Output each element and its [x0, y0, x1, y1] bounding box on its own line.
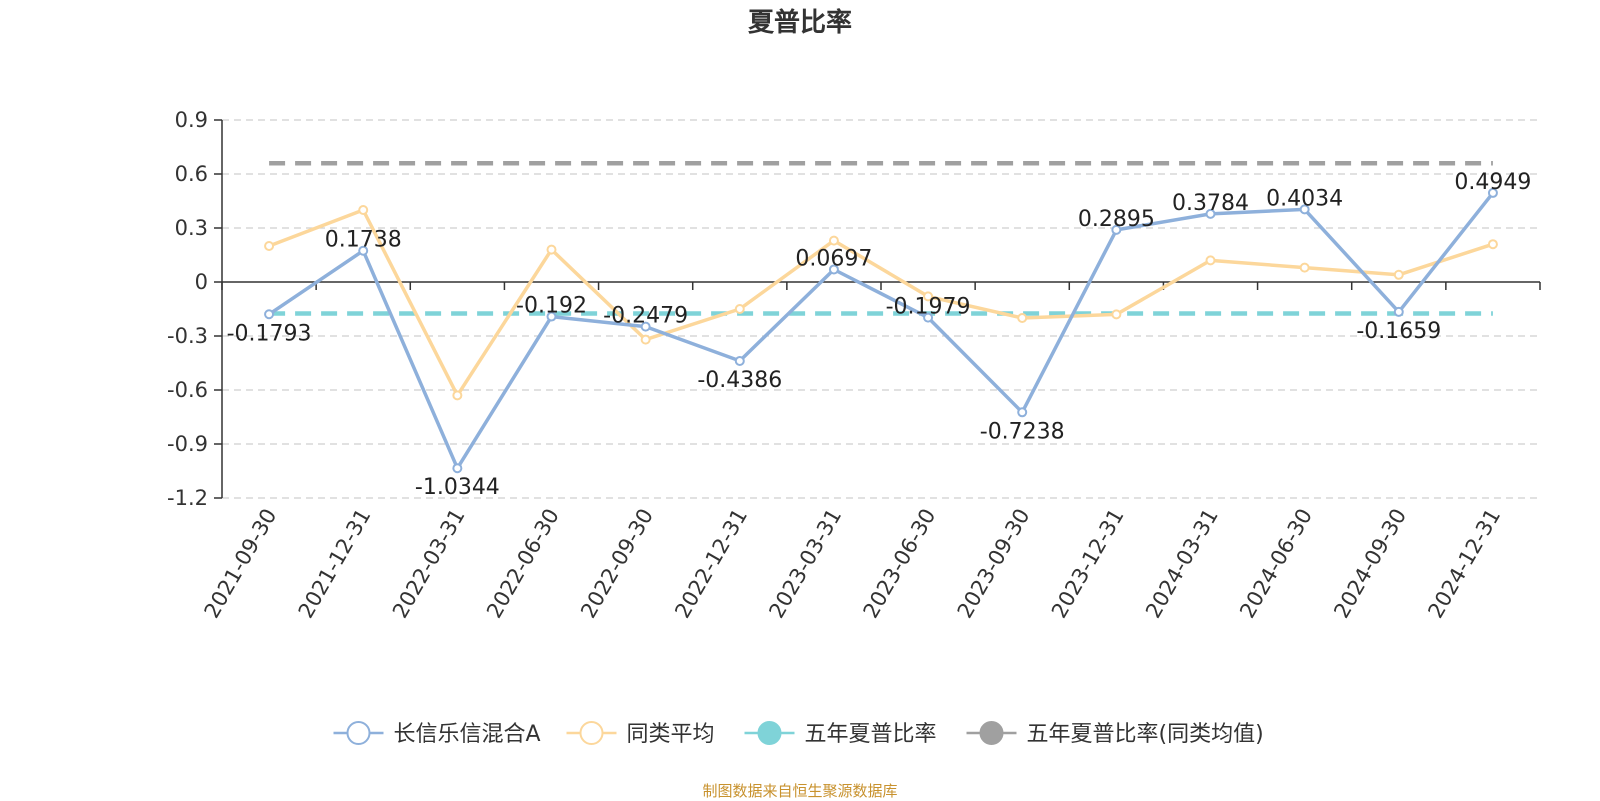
data-label: -0.7238 — [980, 419, 1065, 444]
data-label: 0.4034 — [1266, 186, 1343, 211]
series-point-0 — [1017, 407, 1028, 418]
x-tick-label: 2024-09-30 — [1329, 505, 1411, 623]
y-tick-label: -0.3 — [167, 324, 208, 348]
x-tick-label: 2023-09-30 — [953, 505, 1035, 623]
series-point-0 — [1299, 204, 1310, 215]
legend-label: 长信乐信混合A — [394, 722, 541, 747]
legend-label: 同类平均 — [627, 722, 715, 747]
series-line-1 — [268, 208, 1494, 398]
series-point-1 — [1487, 239, 1498, 250]
data-label: 0.2895 — [1078, 207, 1155, 232]
series-point-0 — [264, 309, 275, 320]
series-point-1 — [828, 235, 839, 246]
series-point-1 — [640, 334, 651, 345]
x-tick-label: 2022-06-30 — [482, 505, 564, 623]
x-tick-label: 2024-12-31 — [1423, 505, 1505, 623]
y-tick-label: -0.9 — [167, 432, 208, 456]
series-point-1 — [923, 291, 934, 302]
series-point-1 — [1017, 313, 1028, 323]
series-point-0 — [1393, 306, 1404, 317]
data-label: -0.2479 — [603, 304, 688, 329]
series-point-0 — [452, 463, 463, 474]
legend-item-1: 同类平均 — [566, 721, 715, 747]
series-point-0 — [1205, 208, 1216, 219]
x-tick-label: 2022-09-30 — [576, 505, 658, 623]
data-label: 0.0697 — [795, 246, 872, 271]
series-lines — [264, 160, 1498, 474]
legend-label: 五年夏普比率(同类均值) — [1027, 722, 1264, 747]
x-tick-label: 2021-09-30 — [200, 505, 282, 623]
y-tick-label: 0 — [195, 270, 208, 294]
x-tick-label: 2023-12-31 — [1047, 505, 1129, 623]
series-point-0 — [546, 311, 557, 322]
series-point-0 — [734, 355, 745, 366]
series-point-1 — [546, 244, 557, 255]
series-point-0 — [358, 245, 369, 256]
series-point-1 — [264, 241, 275, 251]
x-tick-label: 2024-06-30 — [1235, 505, 1317, 623]
series-point-1 — [734, 304, 745, 314]
series-point-0 — [828, 264, 839, 275]
legend-item-0: 长信乐信混合A — [333, 721, 541, 747]
data-labels: -0.1793 0.1738 -1.0344 -0.192 -0.2479 -0.4386… — [227, 170, 1532, 500]
chart-title: 夏普比率 — [747, 8, 852, 38]
series-point-0 — [1111, 224, 1122, 235]
source-note: 制图数据来自恒生聚源数据库 — [702, 782, 898, 800]
grid-lines — [222, 119, 1540, 499]
x-tick-label: 2024-03-31 — [1141, 505, 1223, 623]
data-label: -0.192 — [516, 294, 587, 319]
data-label: 0.4949 — [1454, 170, 1531, 195]
y-tick-label: 0.6 — [175, 162, 208, 186]
series-point-0 — [640, 321, 651, 332]
legend-marker-icon — [346, 721, 371, 745]
series-line-0 — [268, 191, 1495, 470]
legend-marker-icon — [579, 721, 604, 745]
series-point-1 — [358, 205, 369, 215]
series-point-1 — [1299, 262, 1310, 273]
series-point-1 — [1205, 255, 1216, 266]
y-tick-label: 0.9 — [175, 108, 208, 132]
legend-marker-icon — [979, 721, 1004, 745]
legend-item-3: 五年夏普比率(同类均值) — [966, 721, 1264, 747]
data-label: -0.1793 — [227, 321, 312, 346]
y-tick-label: -0.6 — [167, 378, 208, 402]
legend: 长信乐信混合A 同类平均 五年夏普比率 五年夏普比率(同类均值) — [333, 721, 1264, 747]
data-label: -0.4386 — [697, 368, 782, 393]
x-tick-label: 2022-03-31 — [388, 505, 470, 623]
series-point-1 — [1111, 309, 1122, 320]
legend-marker-icon — [757, 721, 782, 745]
data-label: -0.1659 — [1356, 319, 1441, 344]
legend-item-2: 五年夏普比率 — [744, 721, 937, 747]
data-label: 0.3784 — [1172, 191, 1249, 216]
x-tick-label: 2021-12-31 — [294, 505, 376, 623]
x-tick-label: 2022-12-31 — [670, 505, 752, 623]
series-point-1 — [452, 390, 463, 401]
data-label: -0.1979 — [886, 295, 971, 320]
y-tick-label: -1.2 — [167, 486, 208, 510]
y-tick-label: 0.3 — [175, 216, 208, 240]
x-tick-label: 2023-06-30 — [859, 505, 941, 623]
series-point-0 — [1487, 187, 1498, 198]
x-tick-label: 2023-03-31 — [764, 505, 846, 623]
data-label: 0.1738 — [325, 228, 402, 253]
series-point-0 — [923, 312, 934, 323]
series-point-1 — [1393, 269, 1404, 280]
legend-label: 五年夏普比率 — [805, 722, 937, 747]
data-label: -1.0344 — [415, 475, 500, 500]
